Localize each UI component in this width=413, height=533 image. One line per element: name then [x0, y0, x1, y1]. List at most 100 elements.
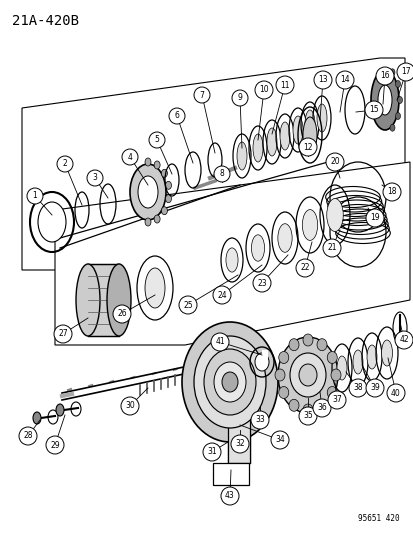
Circle shape — [221, 487, 238, 505]
Text: 6: 6 — [174, 111, 179, 120]
Circle shape — [87, 170, 103, 186]
Circle shape — [27, 188, 43, 204]
Ellipse shape — [298, 364, 316, 386]
Circle shape — [214, 166, 230, 182]
Bar — [88, 264, 119, 336]
Text: 21A-420B: 21A-420B — [12, 14, 79, 28]
Circle shape — [375, 67, 393, 85]
Text: 40: 40 — [390, 389, 400, 398]
Ellipse shape — [288, 399, 298, 411]
Ellipse shape — [204, 349, 255, 415]
Text: 17: 17 — [400, 68, 410, 77]
Circle shape — [57, 156, 73, 172]
Text: 14: 14 — [339, 76, 349, 85]
Ellipse shape — [394, 80, 399, 87]
Circle shape — [364, 101, 382, 119]
Ellipse shape — [145, 218, 151, 226]
Text: 42: 42 — [398, 335, 408, 344]
Circle shape — [325, 153, 343, 171]
Ellipse shape — [380, 340, 392, 366]
Text: 24: 24 — [217, 290, 226, 300]
Text: 32: 32 — [235, 440, 244, 448]
Ellipse shape — [302, 117, 316, 153]
Ellipse shape — [292, 116, 302, 144]
Ellipse shape — [316, 399, 326, 411]
Ellipse shape — [316, 338, 326, 351]
Bar — [212, 463, 248, 485]
Ellipse shape — [278, 351, 288, 364]
Ellipse shape — [38, 202, 66, 242]
Text: 43: 43 — [225, 491, 234, 500]
Circle shape — [202, 443, 221, 461]
Circle shape — [335, 71, 353, 89]
Ellipse shape — [301, 209, 317, 240]
Circle shape — [230, 435, 248, 453]
Ellipse shape — [396, 96, 401, 103]
Text: 11: 11 — [280, 80, 289, 90]
Circle shape — [254, 81, 272, 99]
Ellipse shape — [161, 207, 167, 215]
Circle shape — [295, 259, 313, 277]
Circle shape — [54, 325, 72, 343]
Ellipse shape — [277, 224, 292, 252]
Ellipse shape — [370, 70, 398, 130]
Ellipse shape — [165, 195, 171, 203]
Ellipse shape — [266, 128, 276, 156]
Text: 25: 25 — [183, 301, 192, 310]
Text: 15: 15 — [368, 106, 378, 115]
Ellipse shape — [302, 404, 312, 416]
Circle shape — [46, 436, 64, 454]
Ellipse shape — [352, 350, 362, 374]
Circle shape — [312, 399, 330, 417]
Ellipse shape — [366, 345, 376, 369]
Text: 37: 37 — [331, 395, 341, 405]
Circle shape — [348, 379, 366, 397]
Circle shape — [250, 411, 268, 429]
Ellipse shape — [274, 369, 284, 381]
Text: 18: 18 — [386, 188, 396, 197]
Ellipse shape — [330, 369, 340, 381]
Ellipse shape — [316, 104, 326, 132]
Ellipse shape — [326, 386, 337, 399]
Circle shape — [252, 274, 271, 292]
Ellipse shape — [289, 353, 325, 397]
Text: 39: 39 — [369, 384, 379, 392]
Ellipse shape — [326, 351, 337, 364]
Circle shape — [231, 90, 247, 106]
Circle shape — [19, 427, 37, 445]
Ellipse shape — [254, 353, 268, 371]
Text: 27: 27 — [58, 329, 68, 338]
Ellipse shape — [279, 122, 289, 150]
Text: 5: 5 — [154, 135, 159, 144]
Ellipse shape — [214, 362, 245, 402]
Circle shape — [322, 239, 340, 257]
Circle shape — [275, 76, 293, 94]
Circle shape — [113, 305, 131, 323]
Circle shape — [327, 391, 345, 409]
Circle shape — [394, 331, 412, 349]
Ellipse shape — [194, 336, 266, 428]
Text: 29: 29 — [50, 440, 59, 449]
Ellipse shape — [377, 85, 391, 115]
Ellipse shape — [251, 235, 264, 261]
Text: 33: 33 — [254, 416, 264, 424]
Ellipse shape — [336, 356, 346, 380]
Text: 7: 7 — [199, 91, 204, 100]
Text: 95651 420: 95651 420 — [358, 514, 399, 523]
Ellipse shape — [278, 386, 288, 399]
Circle shape — [386, 384, 404, 402]
Circle shape — [169, 108, 185, 124]
Ellipse shape — [288, 338, 298, 351]
Circle shape — [271, 431, 288, 449]
Ellipse shape — [130, 164, 166, 220]
Text: 12: 12 — [302, 142, 312, 151]
Text: 28: 28 — [23, 432, 33, 440]
Ellipse shape — [154, 215, 160, 223]
Text: 41: 41 — [215, 337, 224, 346]
Circle shape — [122, 149, 138, 165]
Text: 13: 13 — [318, 76, 327, 85]
Text: 4: 4 — [127, 152, 132, 161]
Circle shape — [149, 132, 165, 148]
Polygon shape — [55, 162, 409, 345]
Ellipse shape — [302, 334, 312, 346]
